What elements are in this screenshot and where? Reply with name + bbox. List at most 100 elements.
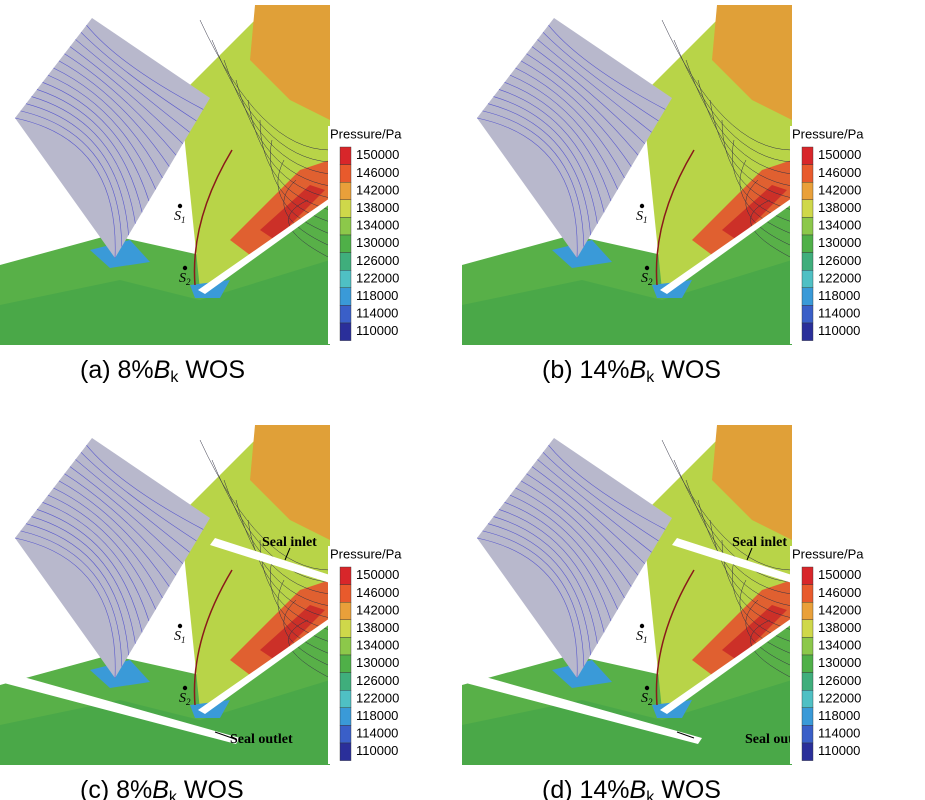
legend-value: 150000 [356, 567, 399, 582]
airfoil [198, 198, 330, 294]
streamline [36, 509, 143, 633]
high-pressure-zone [712, 5, 792, 120]
seal-slot [0, 676, 240, 744]
blade [15, 18, 210, 258]
point-label: S1 [636, 209, 648, 225]
point-symbol: S [179, 271, 186, 286]
streamline [31, 516, 136, 644]
legend-value: 114000 [818, 306, 860, 321]
legend-value: 118000 [818, 708, 860, 723]
legend-swatch [339, 566, 352, 585]
streamline [223, 59, 331, 175]
streamline [58, 60, 170, 167]
legend-swatch [339, 637, 352, 656]
caption-prefix: (c) 8% [80, 776, 152, 800]
streamline [509, 494, 618, 610]
legend-value: 126000 [356, 673, 399, 688]
point-index: 1 [643, 635, 648, 645]
streamline [487, 103, 591, 236]
streamline [199, 19, 331, 151]
legend-value: 146000 [818, 165, 861, 180]
low-pressure-spot [552, 660, 612, 688]
legend-swatch [801, 584, 814, 603]
panel-caption: (a) 8%Bk WOS [80, 356, 245, 386]
streamline [498, 89, 605, 213]
streamline [661, 19, 793, 151]
legend-swatch [801, 637, 814, 656]
streamline [86, 444, 204, 530]
streamline [673, 39, 793, 163]
streamline [520, 480, 632, 587]
point-label: S2 [641, 691, 653, 707]
caption-suffix: WOS [185, 356, 245, 384]
point-label: S2 [179, 271, 191, 287]
point-symbol: S [641, 691, 648, 706]
legend-swatch [339, 601, 352, 620]
seal-inlet-label: Seal inlet [262, 535, 317, 550]
streamline [20, 110, 123, 247]
point-index: 1 [643, 215, 648, 225]
point-marker [639, 203, 645, 209]
legend-value: 134000 [356, 218, 399, 233]
panel-caption: (c) 8%Bk WOS [80, 776, 244, 800]
legend-value: 134000 [818, 638, 861, 653]
streamline [526, 473, 639, 576]
legend-value: 134000 [356, 638, 399, 653]
legend-title: Pressure/Pa [792, 126, 864, 141]
point-marker [639, 623, 645, 629]
streamline [42, 82, 150, 201]
legend-swatch [339, 146, 352, 165]
pressure-peak [230, 580, 330, 675]
legend-swatch [339, 672, 352, 691]
point-symbol: S [174, 629, 181, 644]
low-pressure-spot [90, 660, 150, 688]
blade [15, 438, 210, 678]
point-marker [177, 623, 183, 629]
point-label: S1 [174, 209, 186, 225]
legend-value: 110000 [818, 743, 860, 758]
panel-caption: (d) 14%Bk WOS [542, 776, 721, 800]
streamline [36, 89, 143, 213]
point-label: S2 [179, 691, 191, 707]
streamline [542, 452, 659, 542]
pressure-peak [692, 580, 792, 675]
streamline [235, 499, 331, 607]
streamline [482, 530, 585, 667]
legend-swatch [339, 619, 352, 638]
leader [746, 547, 753, 561]
streamline [548, 444, 666, 530]
leader [214, 731, 233, 739]
low-pressure-spot [552, 240, 612, 268]
streamline [199, 439, 331, 571]
point-index: 2 [186, 697, 191, 707]
streamline [47, 74, 156, 190]
point-index: 2 [648, 277, 653, 287]
streamline [732, 139, 793, 223]
legend-value: 126000 [818, 253, 861, 268]
legend-value: 114000 [356, 306, 398, 321]
airfoil [660, 618, 792, 714]
seal-slot [462, 676, 702, 744]
streamline [20, 530, 123, 667]
legend-title: Pressure/Pa [330, 546, 402, 561]
streamline [509, 74, 618, 190]
separation-line [655, 149, 695, 286]
point-label: S2 [641, 271, 653, 287]
pressure-peak [230, 160, 330, 255]
streamline [476, 117, 578, 259]
streamline [520, 60, 632, 167]
streamline [493, 96, 598, 224]
seal-slot [210, 538, 330, 583]
point-marker [177, 203, 183, 209]
point-symbol: S [636, 209, 643, 224]
streamline [482, 110, 585, 247]
legend-swatch [801, 270, 814, 289]
legend-swatch [801, 217, 814, 236]
point-index: 1 [181, 635, 186, 645]
streamline [235, 79, 331, 187]
legend-swatch [339, 584, 352, 603]
caption-subscript: k [646, 369, 655, 386]
legend-value: 146000 [356, 165, 399, 180]
legend-value: 146000 [356, 585, 399, 600]
point-marker [182, 685, 188, 691]
